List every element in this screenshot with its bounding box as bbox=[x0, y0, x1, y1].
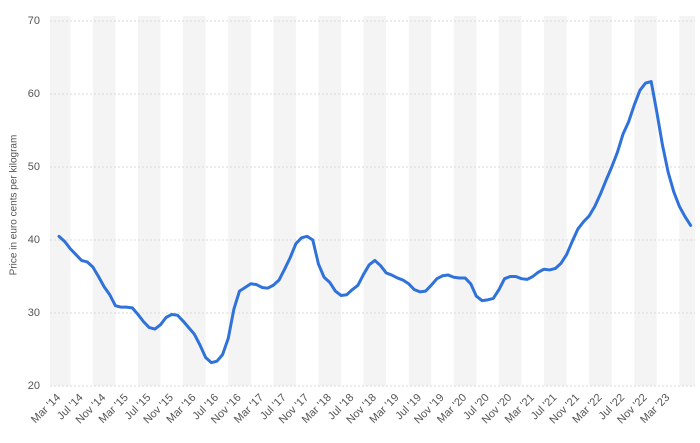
band bbox=[183, 16, 206, 386]
band bbox=[273, 16, 296, 386]
band bbox=[634, 16, 657, 386]
y-tick-label: 60 bbox=[28, 88, 40, 100]
band bbox=[544, 16, 567, 386]
band bbox=[318, 16, 341, 386]
y-tick-label: 50 bbox=[28, 161, 40, 173]
y-axis-label: Price in euro cents per kilogram bbox=[9, 135, 20, 276]
band bbox=[408, 16, 432, 386]
band bbox=[363, 16, 387, 386]
band bbox=[137, 16, 161, 386]
x-tick-label: Mar '14 bbox=[29, 392, 63, 426]
band bbox=[92, 16, 116, 386]
band bbox=[589, 16, 612, 386]
line bbox=[57, 80, 693, 365]
y-tick-label: 40 bbox=[28, 234, 40, 246]
y-tick-label: 20 bbox=[28, 380, 40, 392]
band bbox=[679, 16, 695, 386]
band bbox=[453, 16, 477, 386]
band bbox=[50, 16, 71, 386]
y-tick-label: 30 bbox=[28, 307, 40, 319]
y-tick-label: 70 bbox=[28, 15, 40, 27]
band bbox=[228, 16, 251, 386]
band bbox=[498, 16, 522, 386]
